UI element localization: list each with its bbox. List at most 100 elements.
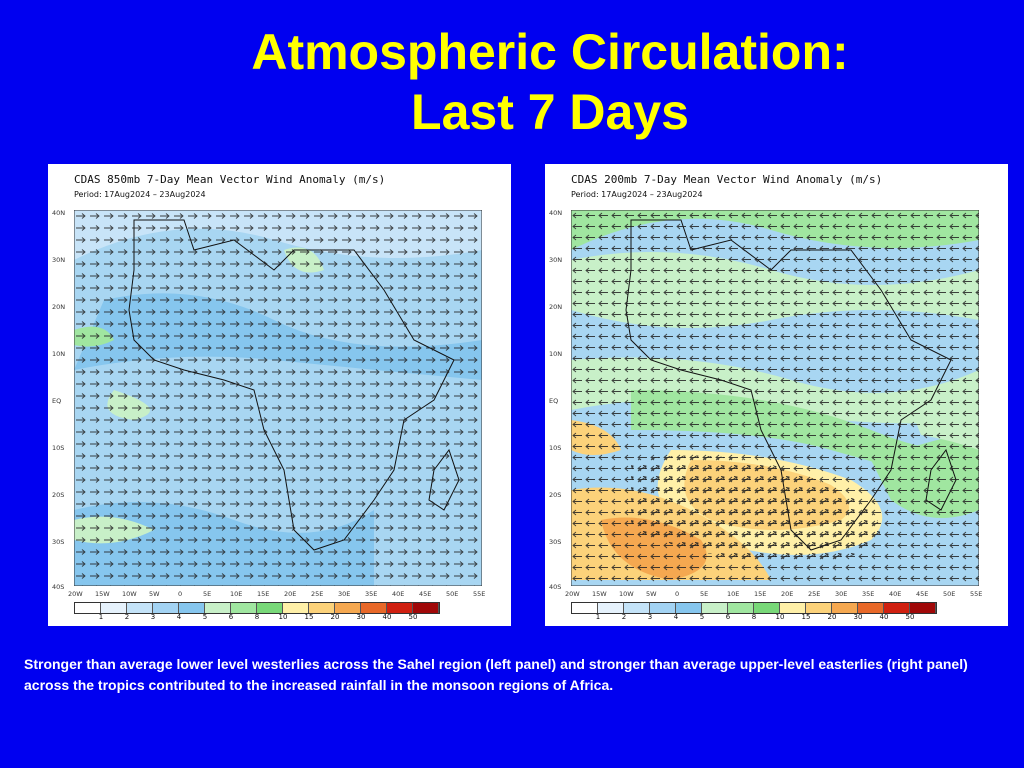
colorbar-label: 20 — [827, 613, 837, 621]
colorbar-label: 10 — [775, 613, 785, 621]
colorbar-label: 3 — [150, 613, 156, 621]
lat-label: 20S — [549, 491, 562, 499]
colorbar-swatch — [153, 603, 179, 613]
colorbar-label: 6 — [228, 613, 234, 621]
colorbar-swatch — [780, 603, 806, 613]
lat-label: EQ — [52, 397, 62, 405]
lat-label: 30S — [549, 538, 562, 546]
colorbar-label: 1 — [595, 613, 601, 621]
lon-label: 55E — [970, 590, 983, 598]
colorbar-swatch — [205, 603, 231, 613]
lon-label: 30E — [835, 590, 848, 598]
colorbar-swatch — [910, 603, 936, 613]
lon-label: 55E — [473, 590, 486, 598]
lon-label: 10W — [619, 590, 634, 598]
colorbar-swatch — [754, 603, 780, 613]
lon-label: 20W — [68, 590, 83, 598]
colorbar-label: 15 — [801, 613, 811, 621]
lon-label: 20E — [781, 590, 794, 598]
lon-label: 10E — [727, 590, 740, 598]
lon-label: 5W — [149, 590, 160, 598]
colorbar-label: 5 — [202, 613, 208, 621]
slide-caption: Stronger than average lower level wester… — [24, 656, 968, 693]
colorbar-swatch — [572, 603, 598, 613]
colorbar-label: 4 — [176, 613, 182, 621]
wind-anomaly-map-850mb — [74, 210, 482, 586]
lat-label: 40N — [549, 209, 563, 217]
colorbar-swatch — [858, 603, 884, 613]
lon-label: 40E — [889, 590, 902, 598]
colorbar — [74, 602, 440, 614]
lon-label: 15W — [95, 590, 110, 598]
lon-label: 15W — [592, 590, 607, 598]
colorbar-swatch — [101, 603, 127, 613]
colorbar-swatch — [231, 603, 257, 613]
lat-label: 10N — [52, 350, 66, 358]
wind-anomaly-map-200mb — [571, 210, 979, 586]
lat-label: 20S — [52, 491, 65, 499]
panel-period: Period: 17Aug2024 – 23Aug2024 — [571, 190, 703, 199]
colorbar-label: 3 — [647, 613, 653, 621]
lon-label: 50E — [446, 590, 459, 598]
lon-label: 50E — [943, 590, 956, 598]
colorbar-swatch — [806, 603, 832, 613]
colorbar-label: 5 — [699, 613, 705, 621]
colorbar-swatch — [598, 603, 624, 613]
colorbar-label: 20 — [330, 613, 340, 621]
lon-label: 10W — [122, 590, 137, 598]
panel-period: Period: 17Aug2024 – 23Aug2024 — [74, 190, 206, 199]
colorbar-label: 50 — [905, 613, 915, 621]
slide-title-line2: Last 7 Days — [411, 84, 689, 140]
lon-label: 45E — [916, 590, 929, 598]
colorbar-swatch — [832, 603, 858, 613]
colorbar-swatch — [650, 603, 676, 613]
wind-anomaly-panel-200mb: CDAS 200mb 7-Day Mean Vector Wind Anomal… — [545, 164, 1008, 626]
lon-label: 40E — [392, 590, 405, 598]
panel-title: CDAS 850mb 7-Day Mean Vector Wind Anomal… — [74, 173, 386, 186]
wind-anomaly-panel-850mb: CDAS 850mb 7-Day Mean Vector Wind Anomal… — [48, 164, 511, 626]
colorbar-label: 4 — [673, 613, 679, 621]
lon-label: 5W — [646, 590, 657, 598]
colorbar-label: 10 — [278, 613, 288, 621]
lat-label: 10S — [52, 444, 65, 452]
colorbar-swatch — [309, 603, 335, 613]
colorbar-swatch — [413, 603, 439, 613]
lat-label: 10N — [549, 350, 563, 358]
lon-label: 5E — [203, 590, 212, 598]
colorbar-label: 2 — [621, 613, 627, 621]
colorbar-label: 40 — [382, 613, 392, 621]
colorbar-swatch — [387, 603, 413, 613]
colorbar-swatch — [702, 603, 728, 613]
lat-label: 40N — [52, 209, 66, 217]
colorbar — [571, 602, 937, 614]
lon-label: 20W — [565, 590, 580, 598]
lon-label: 15E — [257, 590, 270, 598]
lat-label: 20N — [52, 303, 66, 311]
lon-label: 0 — [675, 590, 680, 598]
lat-label: 10S — [549, 444, 562, 452]
colorbar-label: 6 — [725, 613, 731, 621]
lon-label: 35E — [862, 590, 875, 598]
lon-label: 0 — [178, 590, 183, 598]
colorbar-swatch — [335, 603, 361, 613]
colorbar-label: 15 — [304, 613, 314, 621]
lon-label: 30E — [338, 590, 351, 598]
lat-label: EQ — [549, 397, 559, 405]
lon-label: 20E — [284, 590, 297, 598]
colorbar-swatch — [257, 603, 283, 613]
colorbar-swatch — [676, 603, 702, 613]
lat-label: 40S — [52, 583, 65, 591]
lon-label: 45E — [419, 590, 432, 598]
lon-label: 35E — [365, 590, 378, 598]
colorbar-label: 30 — [356, 613, 366, 621]
panel-title: CDAS 200mb 7-Day Mean Vector Wind Anomal… — [571, 173, 883, 186]
colorbar-swatch — [283, 603, 309, 613]
slide-title-line1: Atmospheric Circulation: — [251, 24, 849, 80]
colorbar-label: 30 — [853, 613, 863, 621]
colorbar-swatch — [75, 603, 101, 613]
lon-label: 5E — [700, 590, 709, 598]
lat-label: 40S — [549, 583, 562, 591]
lat-label: 30S — [52, 538, 65, 546]
lon-label: 15E — [754, 590, 767, 598]
colorbar-label: 40 — [879, 613, 889, 621]
